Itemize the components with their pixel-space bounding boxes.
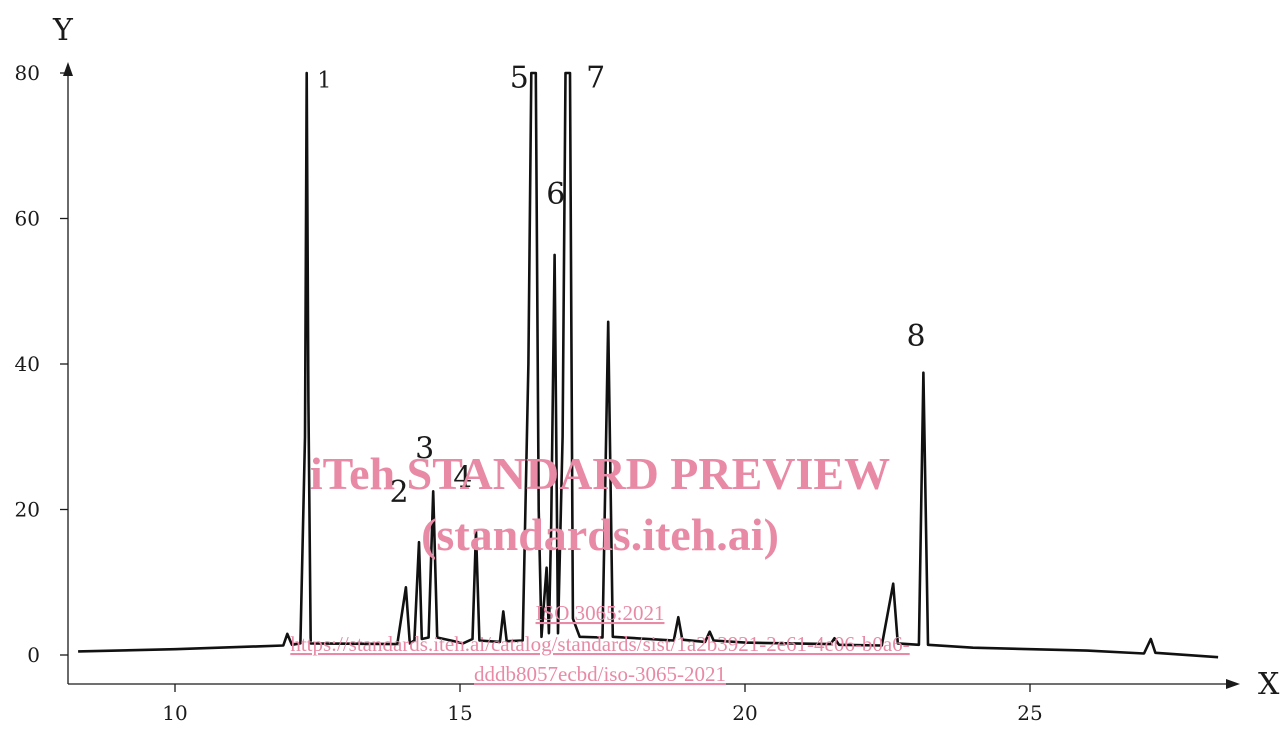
y-axis-title: Y <box>52 13 74 48</box>
y-tick-label: 40 <box>15 352 40 376</box>
peak-label: 4 <box>453 461 472 496</box>
watermark-site: (standards.iteh.ai) <box>421 509 779 560</box>
peak-label: 7 <box>586 61 605 96</box>
x-tick-label: 20 <box>732 701 757 725</box>
watermark-url-line-1[interactable]: https://standards.iteh.ai/catalog/standa… <box>290 632 909 656</box>
chromatogram-line <box>78 71 1219 659</box>
watermark-title: iTeh STANDARD PREVIEW <box>310 448 890 499</box>
watermark-standard-link[interactable]: ISO 3065:2021 <box>536 601 665 625</box>
peak-label: 5 <box>510 61 529 96</box>
y-tick-label: 80 <box>15 61 40 85</box>
x-tick-label: 25 <box>1017 701 1042 725</box>
watermark: iTeh STANDARD PREVIEW (standards.iteh.ai… <box>290 448 909 686</box>
peak-labels: 1 234 5 6 7 8 <box>317 61 925 511</box>
y-axis-arrow <box>63 62 73 76</box>
watermark-url-line-2[interactable]: dddb8057ecbd/iso-3065-2021 <box>474 662 726 686</box>
y-tick-label: 60 <box>15 207 40 231</box>
axes <box>63 62 1240 689</box>
series-layer <box>78 71 1219 659</box>
x-axis-title: X <box>1258 667 1280 702</box>
x-axis-arrow <box>1226 679 1240 689</box>
peak-label: 2 <box>389 475 408 510</box>
peak-label: 8 <box>906 319 925 354</box>
x-tick-label: 10 <box>162 701 187 725</box>
peak-label: 3 <box>415 432 434 467</box>
y-tick-label: 0 <box>27 643 40 667</box>
x-tick-label: 15 <box>447 701 472 725</box>
peak-label: 1 <box>317 69 331 94</box>
y-tick-label: 20 <box>15 498 40 522</box>
peak-label: 6 <box>546 177 565 212</box>
